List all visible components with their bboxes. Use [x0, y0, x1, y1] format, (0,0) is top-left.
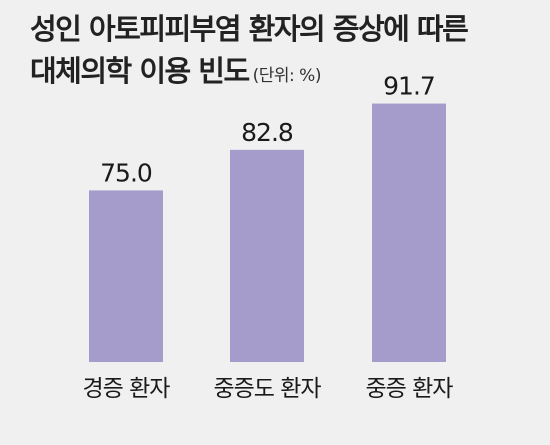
title-line-2: 대체의학 이용 빈도 [30, 54, 250, 88]
value-label-1: 75.0 [100, 158, 152, 187]
unit-label: (단위: %) [252, 66, 322, 86]
category-label-3: 중증 환자 [366, 376, 454, 402]
chart-title: 성인 아토피피부염 환자의 증상에 따른 대체의학 이용 빈도 (단위: %) [30, 10, 469, 95]
category-labels-group: 경증 환자 중증도 환자 중증 환자 [83, 376, 455, 402]
bar-2 [230, 149, 304, 362]
category-label-1: 경증 환자 [83, 376, 171, 402]
bar-1 [89, 190, 163, 362]
value-label-3: 91.7 [383, 72, 435, 101]
title-line-2-wrapper: 대체의학 이용 빈도 (단위: %) [30, 52, 467, 95]
bar-3 [372, 103, 446, 362]
value-labels-group: 75.0 82.8 91.7 [100, 72, 436, 188]
category-label-2: 중증도 환자 [213, 376, 321, 402]
bars-group [89, 103, 446, 362]
title-line-1: 성인 아토피피부염 환자의 증상에 따른 [30, 12, 469, 46]
value-label-2: 82.8 [241, 118, 293, 147]
